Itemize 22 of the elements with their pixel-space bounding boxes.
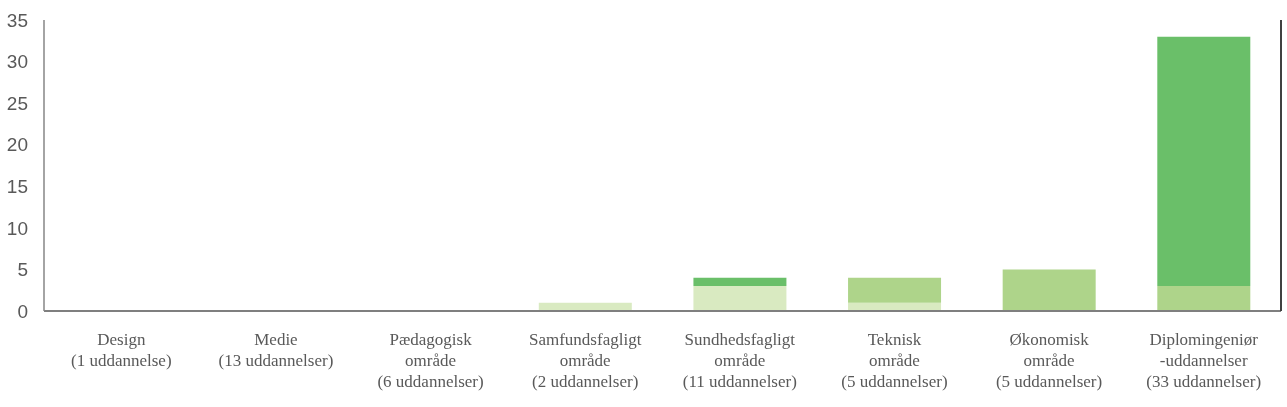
y-tick-label: 10	[6, 217, 28, 239]
y-tick-label: 15	[6, 176, 28, 198]
bar	[693, 286, 787, 311]
x-tick-label: Diplomingeniør -uddannelser (33 uddannelser)	[1146, 330, 1262, 391]
y-tick-label: 25	[6, 92, 28, 114]
y-tick-label: 0	[17, 300, 28, 322]
x-tick-label: Samfundsfagligt område (2 uddannelser)	[528, 330, 642, 391]
y-tick-label: 35	[6, 9, 28, 31]
x-tick-label: Økonomisk område (5 uddannelser)	[995, 330, 1103, 391]
bar	[693, 277, 787, 287]
bar	[848, 277, 942, 303]
x-tick-label: Pædagogisk område (6 uddannelser)	[377, 330, 484, 391]
y-tick-label: 5	[17, 259, 28, 281]
y-tick-label: 20	[6, 134, 28, 156]
x-tick-label: Teknisk område (5 uddannelser)	[841, 330, 948, 391]
x-tick-label: Sundhedsfagligt område (11 uddannelser)	[682, 330, 797, 391]
x-tick-label: Design (1 uddannelse)	[71, 330, 172, 370]
bar	[1002, 269, 1096, 311]
bar	[1157, 286, 1251, 311]
x-tick-label: Medie (13 uddannelser)	[218, 330, 334, 370]
y-tick-label: 30	[6, 51, 28, 73]
bar	[1157, 36, 1251, 287]
